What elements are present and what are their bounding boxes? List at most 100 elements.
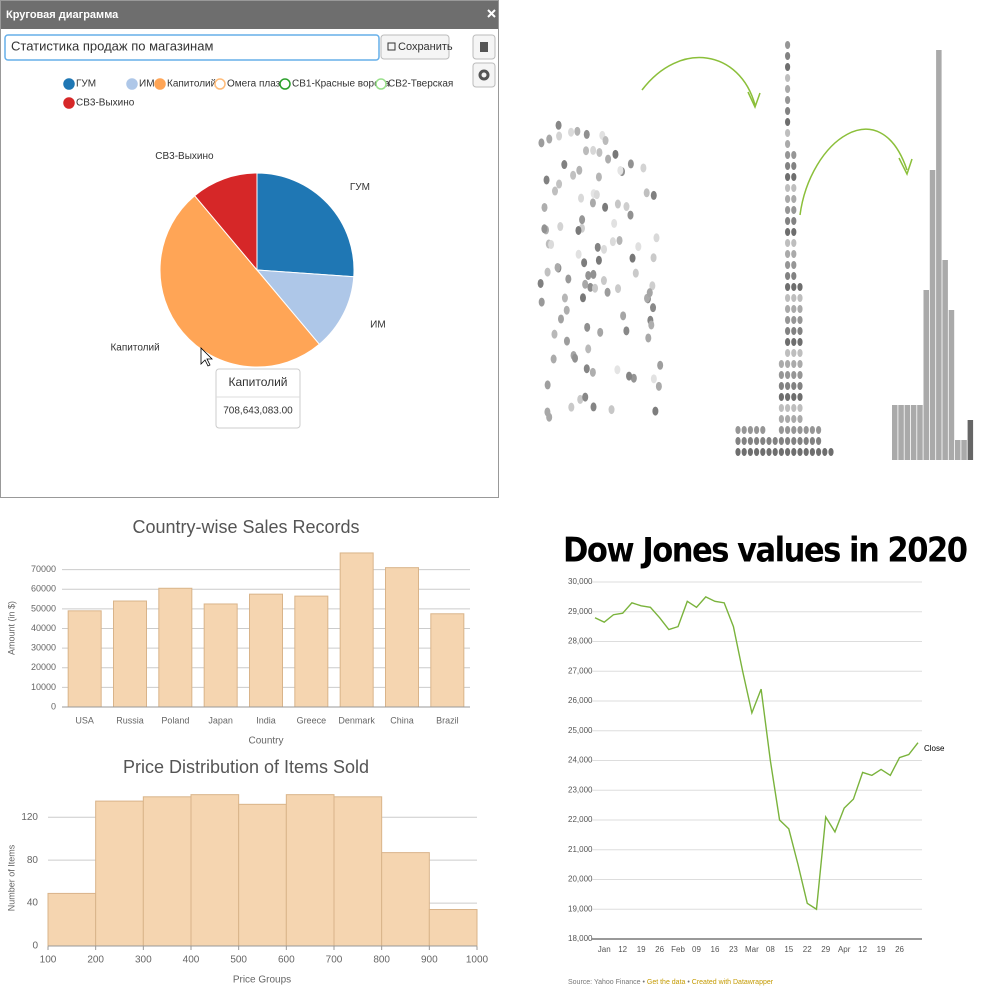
x-axis-label: Country xyxy=(248,736,283,747)
illustration-dot xyxy=(595,255,602,265)
title-input[interactable] xyxy=(4,34,380,61)
illustration-dot xyxy=(570,170,577,180)
illustration-dot xyxy=(797,316,803,324)
illustration-dot xyxy=(568,402,575,412)
illustration-dot xyxy=(797,371,803,379)
y-tick-label: 21,000 xyxy=(568,845,593,854)
illustration-dot xyxy=(650,374,657,384)
illustration-dot xyxy=(772,437,778,445)
illustration-dot xyxy=(563,305,570,315)
illustration-dot xyxy=(791,206,797,214)
illustration-dot xyxy=(747,448,754,456)
illustration-dot xyxy=(791,393,797,401)
illustration-bar xyxy=(917,405,923,460)
illustration-dot xyxy=(785,228,791,236)
illustration-dot xyxy=(617,165,624,175)
x-tick-label: 800 xyxy=(373,955,390,966)
pie-slice xyxy=(193,172,258,272)
illustration-dot xyxy=(791,184,797,192)
illustration-dot xyxy=(608,405,615,415)
illustration-bar xyxy=(948,310,955,460)
bar xyxy=(385,567,419,708)
x-tick-label: 700 xyxy=(326,955,343,966)
illustration-dot xyxy=(602,136,609,146)
illustration-dot xyxy=(541,224,548,234)
illustration-dot xyxy=(785,360,791,368)
illustration-dot xyxy=(582,279,589,289)
source-text: Source: Yahoo Finance xyxy=(568,979,641,986)
illustration-bar xyxy=(942,260,948,460)
close-icon[interactable] xyxy=(487,9,496,18)
settings-button[interactable] xyxy=(472,62,496,88)
illustration-dot xyxy=(602,202,609,212)
illustration-dot xyxy=(760,448,766,456)
illustration-dot xyxy=(785,206,791,214)
histogram-bar xyxy=(238,803,287,947)
save-button[interactable] xyxy=(380,34,450,60)
legend-marker xyxy=(279,78,291,90)
illustration-dot xyxy=(785,415,791,423)
illustration-dot xyxy=(583,146,590,156)
illustration-dot xyxy=(809,426,816,434)
illustration-dot xyxy=(643,188,650,198)
illustration-dot xyxy=(785,327,791,335)
illustration-dot xyxy=(791,327,797,335)
illustration-dot xyxy=(778,415,785,423)
illustration-dot xyxy=(575,225,582,235)
illustration-dot xyxy=(615,284,622,294)
illustration-dot xyxy=(797,382,803,390)
y-tick-label: 23,000 xyxy=(568,785,593,794)
illustration-dot xyxy=(791,316,797,324)
illustration-dot xyxy=(785,371,791,379)
link[interactable]: Created with Datawrapper xyxy=(692,979,774,986)
illustration-dot xyxy=(785,140,791,148)
x-tick-label: 29 xyxy=(821,945,830,954)
illustration-dot xyxy=(555,120,562,130)
illustration-dot xyxy=(785,41,791,49)
illustration-dot xyxy=(785,184,791,192)
illustration-dot xyxy=(791,448,797,456)
illustration-dot xyxy=(785,283,791,291)
illustration-dot xyxy=(546,134,553,144)
illustration-dot xyxy=(791,371,797,379)
y-tick-label: 70000 xyxy=(31,564,56,574)
y-tick-label: 24,000 xyxy=(568,756,593,765)
x-tick-label: 15 xyxy=(784,945,793,954)
x-tick-label: Denmark xyxy=(338,715,375,725)
illustration-dot xyxy=(596,147,603,157)
link[interactable]: Get the data xyxy=(647,979,686,986)
illustration-dot xyxy=(785,404,791,412)
x-tick-label: 100 xyxy=(40,955,57,966)
x-tick-label: Greece xyxy=(297,715,327,725)
y-tick-label: 29,000 xyxy=(568,607,593,616)
series-label: Close xyxy=(924,744,945,753)
legend-marker xyxy=(375,78,387,90)
source: Source: Yahoo Finance • Get the data • C… xyxy=(568,979,774,986)
illustration-dot xyxy=(650,190,657,200)
x-tick-label: China xyxy=(390,715,414,725)
illustration-dot xyxy=(561,160,568,170)
y-tick-label: 18,000 xyxy=(568,934,593,943)
tooltip xyxy=(215,368,301,429)
save-icon xyxy=(387,42,396,51)
illustration-dot xyxy=(741,426,747,434)
illustration-dot xyxy=(803,448,809,456)
slice-label: ИМ xyxy=(370,320,386,331)
title-input-value: Статистика продаж по магазинам xyxy=(11,38,213,53)
x-tick-label: 12 xyxy=(858,945,867,954)
illustration-dot xyxy=(785,85,791,93)
illustration-dot xyxy=(629,253,636,263)
y-tick-label: 25,000 xyxy=(568,726,593,735)
arrowhead xyxy=(898,157,913,176)
x-tick-label: 19 xyxy=(637,945,646,954)
x-tick-label: 200 xyxy=(87,955,104,966)
illustration-dot xyxy=(785,239,791,247)
x-tick-label: 19 xyxy=(877,945,886,954)
x-tick-label: 12 xyxy=(618,945,627,954)
pie-slice xyxy=(255,269,355,346)
legend-label: СВ2-Тверская xyxy=(388,79,453,90)
illustration-dot xyxy=(747,437,754,445)
illustration-dot xyxy=(816,426,822,434)
illustration-dot xyxy=(627,159,634,169)
illustration-dot xyxy=(785,250,791,258)
